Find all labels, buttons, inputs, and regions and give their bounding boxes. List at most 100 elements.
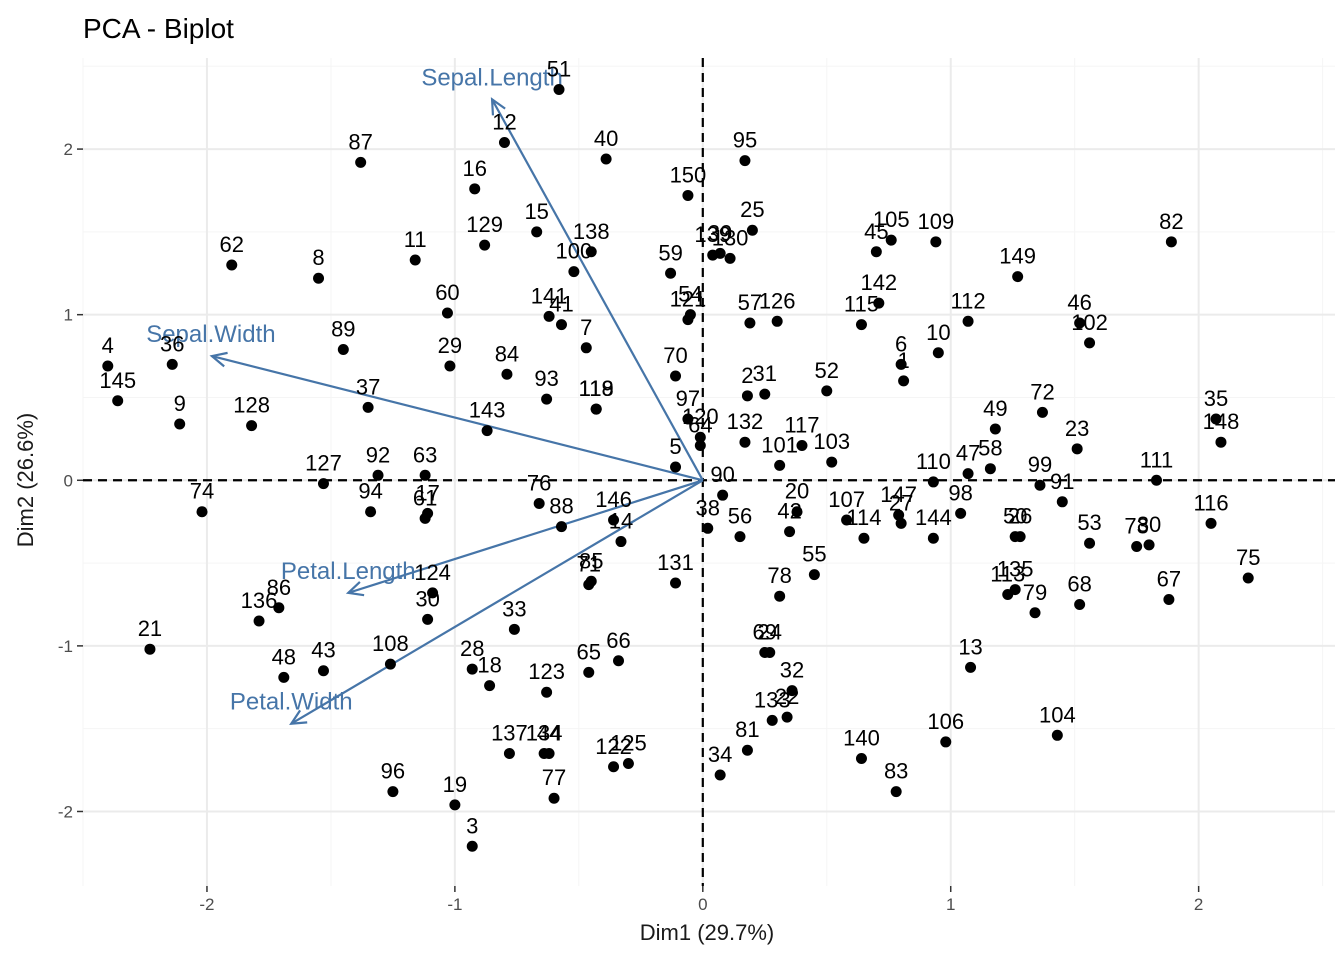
- point-label-12: 12: [492, 109, 516, 134]
- point-label-123: 123: [528, 659, 565, 684]
- point-130: [724, 252, 736, 264]
- point-27: [895, 517, 907, 529]
- point-label-147: 147: [880, 482, 917, 507]
- point-label-20: 20: [785, 479, 809, 504]
- point-label-9: 9: [174, 391, 186, 416]
- point-25: [746, 224, 758, 236]
- point-label-34: 34: [708, 742, 732, 767]
- point-label-29: 29: [438, 333, 462, 358]
- point-111: [1150, 474, 1162, 486]
- point-label-109: 109: [917, 209, 954, 234]
- point-label-6: 6: [895, 331, 907, 356]
- point-label-85: 85: [579, 548, 603, 573]
- point-label-8: 8: [312, 245, 324, 270]
- point-label-61: 61: [413, 485, 437, 510]
- point-31: [759, 388, 771, 400]
- point-49: [989, 423, 1001, 435]
- point-125: [622, 757, 634, 769]
- point-98: [955, 507, 967, 519]
- point-77: [548, 792, 560, 804]
- point-label-106: 106: [927, 709, 964, 734]
- point-3: [466, 840, 478, 852]
- point-label-146: 146: [595, 487, 632, 512]
- point-90: [717, 489, 729, 501]
- point-label-122: 122: [595, 734, 632, 759]
- point-label-17: 17: [415, 480, 439, 505]
- point-12: [498, 136, 510, 148]
- point-80: [1143, 539, 1155, 551]
- point-label-104: 104: [1039, 702, 1076, 727]
- point-label-87: 87: [348, 129, 372, 154]
- point-label-40: 40: [594, 126, 618, 151]
- point-label-51: 51: [547, 56, 571, 81]
- point-57: [744, 317, 756, 329]
- point-label-39: 39: [708, 220, 732, 245]
- point-35: [1210, 413, 1222, 425]
- point-4: [102, 360, 114, 372]
- point-99: [1034, 479, 1046, 491]
- point-122: [608, 761, 620, 773]
- point-22: [781, 711, 793, 723]
- arrow-petal-width-label: Petal.Width: [230, 689, 353, 716]
- point-label-56: 56: [728, 504, 752, 529]
- point-38: [702, 522, 714, 534]
- point-87: [355, 156, 367, 168]
- point-51: [553, 83, 565, 95]
- point-79: [1029, 607, 1041, 619]
- point-label-36: 36: [160, 331, 184, 356]
- point-141: [543, 310, 555, 322]
- variable-arrows: Sepal.Length Sepal.Width Petal.Length Petal…: [146, 64, 704, 725]
- point-label-70: 70: [663, 343, 687, 368]
- point-label-119: 119: [579, 376, 614, 401]
- point-138: [585, 246, 597, 258]
- point-45: [870, 246, 882, 258]
- point-104: [1051, 729, 1063, 741]
- point-88: [555, 521, 567, 533]
- point-label-77: 77: [542, 765, 566, 790]
- point-121: [682, 314, 694, 326]
- point-52: [821, 385, 833, 397]
- point-label-60: 60: [435, 280, 459, 305]
- point-131: [670, 577, 682, 589]
- point-label-11: 11: [404, 227, 427, 252]
- point-73: [1131, 541, 1143, 553]
- point-34: [714, 769, 726, 781]
- point-43: [317, 665, 329, 677]
- point-label-25: 25: [740, 197, 764, 222]
- point-label-117: 117: [784, 413, 819, 438]
- point-146: [608, 514, 620, 526]
- point-label-26: 26: [1008, 504, 1032, 529]
- point-label-125: 125: [610, 730, 647, 755]
- point-55: [808, 569, 820, 581]
- point-29: [444, 360, 456, 372]
- point-103: [826, 456, 838, 468]
- point-label-13: 13: [958, 634, 982, 659]
- point-label-108: 108: [372, 631, 409, 656]
- point-16: [469, 183, 481, 195]
- x-tick-label: -2: [199, 895, 214, 914]
- point-label-46: 46: [1067, 290, 1091, 315]
- point-label-90: 90: [710, 462, 734, 487]
- point-label-74: 74: [190, 479, 214, 504]
- point-label-57: 57: [738, 290, 762, 315]
- arrow-petal-length-head: [345, 581, 365, 597]
- point-label-15: 15: [524, 199, 548, 224]
- point-91: [1056, 496, 1068, 508]
- point-label-3: 3: [466, 813, 478, 838]
- point-148: [1215, 436, 1227, 448]
- point-65: [583, 666, 595, 678]
- point-129: [479, 239, 491, 251]
- point-label-97: 97: [676, 386, 700, 411]
- point-85: [585, 575, 597, 587]
- point-36: [166, 358, 178, 370]
- point-149: [1012, 271, 1024, 283]
- point-14: [615, 536, 627, 548]
- point-107: [841, 514, 853, 526]
- point-label-112: 112: [951, 288, 986, 313]
- point-112: [962, 315, 974, 327]
- point-127: [317, 478, 329, 490]
- point-6: [895, 358, 907, 370]
- arrow-sepal-width-label: Sepal.Width: [146, 321, 275, 348]
- chart-title: PCA - Biplot: [83, 13, 234, 44]
